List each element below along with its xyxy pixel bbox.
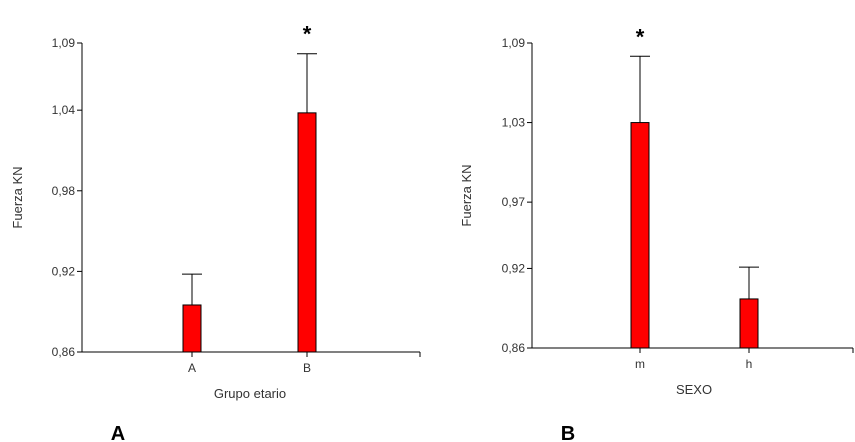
bar-A	[182, 304, 202, 353]
bar-m	[630, 122, 650, 349]
y-tick-label: 1,03	[502, 116, 526, 130]
x-axis-label: Grupo etario	[214, 386, 286, 401]
y-tick-label: 0,92	[52, 264, 76, 278]
y-tick-label: 0,98	[52, 184, 76, 198]
y-tick-label: 1,09	[52, 36, 76, 50]
y-axis-label: Fuerza KN	[459, 164, 474, 226]
chart-panel-a: 0,86 0,92 0,98 1,04 1,09 A B * Grupo etario Fuerz…	[10, 22, 421, 442]
panel-label: A	[111, 423, 125, 442]
x-tick-label: B	[303, 361, 311, 375]
y-axis-label: Fuerza KN	[10, 166, 25, 228]
bar-B	[297, 112, 317, 353]
x-tick-label: h	[746, 357, 753, 371]
x-axis-label: SEXO	[676, 382, 712, 397]
x-tick-label: m	[635, 357, 645, 371]
y-tick-label: 0,86	[502, 341, 526, 355]
chart-panel-b: 0,86 0,92 0,97 1,03 1,09 m * h SEXO Fuerza KN B	[459, 24, 854, 442]
significance-marker: *	[303, 22, 312, 47]
bar-h	[739, 298, 759, 349]
y-tick-label: 1,09	[502, 36, 526, 50]
x-tick-label: A	[188, 361, 196, 375]
y-tick-label: 0,97	[502, 195, 526, 209]
significance-marker: *	[636, 24, 645, 49]
y-tick-label: 1,04	[52, 103, 76, 117]
y-tick-label: 0,92	[502, 261, 526, 275]
y-tick-label: 0,86	[52, 345, 76, 359]
panel-label: B	[561, 423, 575, 442]
